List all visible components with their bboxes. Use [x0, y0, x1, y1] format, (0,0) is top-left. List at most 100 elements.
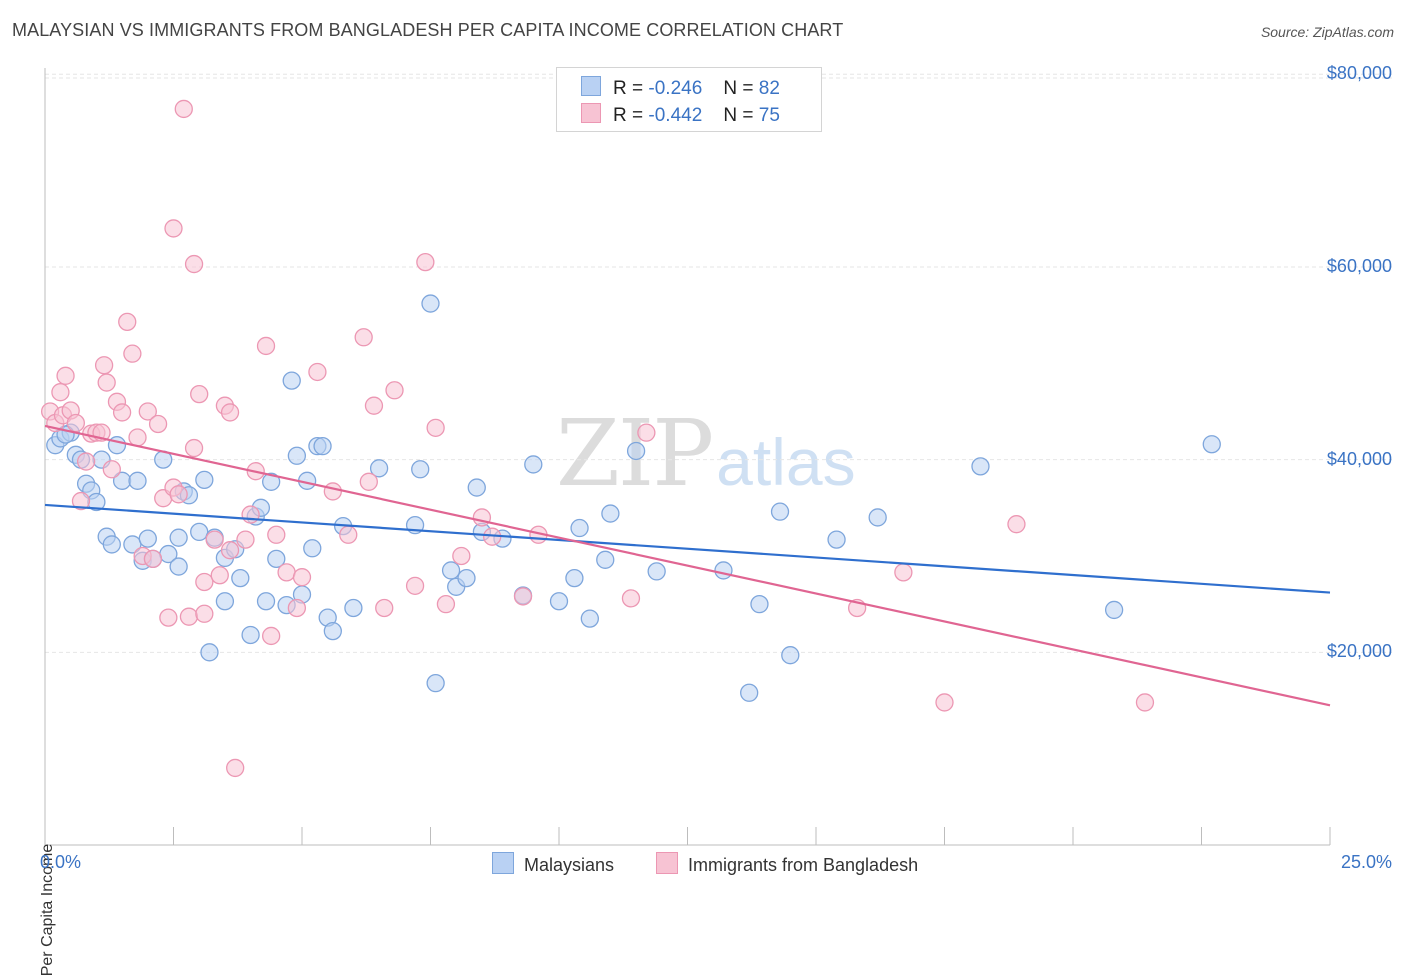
trend-line-bangladesh	[44, 424, 1331, 707]
point-bangladesh	[148, 414, 168, 434]
legend-item-malaysians: Malaysians	[492, 852, 614, 876]
legend-label: Immigrants from Bangladesh	[688, 855, 919, 875]
point-bangladesh	[190, 384, 209, 404]
point-malaysian	[421, 294, 440, 313]
y-tick-label: $80,000	[1326, 63, 1392, 84]
point-malaysian	[169, 557, 188, 576]
point-malaysian	[313, 436, 332, 456]
point-bangladesh	[138, 402, 157, 421]
stats-row-malaysians: R = -0.246 N = 82	[581, 76, 780, 100]
n-value: 75	[758, 105, 780, 126]
point-bangladesh	[1135, 693, 1155, 712]
point-bangladesh	[416, 252, 435, 272]
point-bangladesh	[935, 693, 954, 712]
x-tick-label-min: 0.0%	[40, 852, 82, 872]
n-label: N =	[723, 105, 754, 126]
point-malaysian	[267, 549, 286, 569]
point-bangladesh	[292, 568, 312, 587]
point-malaysian	[128, 471, 147, 490]
point-malaysian	[467, 478, 486, 497]
point-bangladesh	[205, 530, 224, 549]
y-tick-label: $40,000	[1326, 448, 1392, 469]
y-tick-label: $20,000	[1326, 641, 1392, 662]
point-malaysian	[441, 561, 461, 580]
point-bangladesh	[1007, 515, 1026, 534]
point-bangladesh	[426, 418, 445, 437]
x-tick-label-max: 25.0%	[1340, 852, 1392, 872]
point-malaysian	[580, 609, 599, 628]
source-credit: Source: ZipAtlas.com	[1260, 24, 1394, 40]
y-tick-label: $60,000	[1326, 255, 1392, 276]
point-malaysian	[195, 470, 214, 490]
point-bangladesh	[51, 383, 70, 402]
watermark: ZIPatlas	[556, 400, 856, 507]
point-bangladesh	[143, 549, 163, 569]
point-malaysian	[596, 550, 615, 569]
blue-swatch-icon	[492, 852, 514, 874]
point-malaysian	[740, 683, 759, 702]
point-bangladesh	[210, 566, 229, 585]
point-bangladesh	[71, 491, 91, 511]
legend-item-bangladesh: Immigrants from Bangladesh	[656, 852, 918, 876]
point-malaysian	[369, 459, 389, 478]
point-malaysian	[770, 502, 790, 521]
point-bangladesh	[169, 485, 188, 504]
point-bangladesh	[195, 572, 214, 592]
legend-label: Malaysians	[524, 855, 615, 875]
r-value: -0.442	[648, 105, 703, 126]
point-bangladesh	[277, 563, 296, 582]
r-label: R =	[613, 78, 644, 99]
point-malaysian	[102, 535, 121, 554]
trend-line-malaysians	[44, 503, 1331, 594]
point-bangladesh	[226, 758, 245, 778]
point-malaysian	[570, 518, 589, 538]
point-bangladesh	[308, 362, 327, 382]
point-bangladesh	[287, 598, 307, 618]
point-bangladesh	[375, 598, 394, 618]
point-malaysian	[1202, 435, 1221, 454]
point-malaysian	[827, 530, 846, 549]
point-malaysian	[138, 529, 157, 548]
watermark-atlas: atlas	[716, 425, 856, 499]
point-malaysian	[287, 446, 307, 465]
point-bangladesh	[323, 482, 342, 501]
point-malaysian	[241, 625, 260, 645]
point-bangladesh	[364, 396, 384, 415]
point-bangladesh	[76, 452, 96, 471]
point-bangladesh	[112, 403, 132, 422]
trend-lines	[44, 424, 1331, 707]
point-bangladesh	[262, 626, 281, 646]
point-bangladesh	[452, 546, 471, 566]
n-label: N =	[723, 78, 754, 99]
point-bangladesh	[236, 530, 255, 549]
point-bangladesh	[405, 576, 425, 595]
point-bangladesh	[894, 563, 913, 582]
point-bangladesh	[164, 219, 183, 238]
point-bangladesh	[128, 428, 147, 447]
point-malaysian	[215, 592, 235, 611]
point-malaysian	[169, 528, 188, 547]
chart-title: MALAYSIAN VS IMMIGRANTS FROM BANGLADESH …	[12, 20, 844, 40]
point-malaysian	[549, 592, 569, 611]
point-malaysian	[971, 457, 990, 476]
point-bangladesh	[339, 525, 358, 544]
point-bangladesh	[621, 589, 641, 608]
point-malaysian	[781, 646, 800, 665]
point-malaysian	[868, 508, 887, 527]
series-bangladesh	[40, 99, 1155, 778]
point-bangladesh	[184, 254, 204, 274]
point-malaysian	[344, 598, 363, 618]
point-bangladesh	[102, 460, 121, 479]
point-bangladesh	[97, 373, 116, 392]
point-malaysian	[262, 472, 281, 491]
point-malaysian	[190, 522, 209, 542]
blue-swatch-icon	[581, 76, 601, 96]
axes	[44, 68, 1331, 846]
point-malaysian	[303, 539, 322, 558]
point-bangladesh	[472, 508, 492, 527]
point-bangladesh	[118, 312, 137, 332]
point-malaysian	[1104, 600, 1124, 620]
point-bangladesh	[195, 604, 214, 623]
point-bangladesh	[66, 413, 85, 433]
plot-area	[40, 68, 1392, 846]
